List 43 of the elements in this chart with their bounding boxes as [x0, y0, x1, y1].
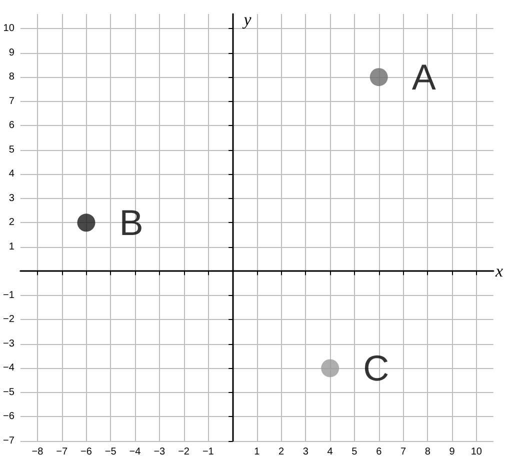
y-tick-label: 10 [3, 23, 15, 34]
y-tick-label: 9 [8, 47, 15, 58]
point [370, 68, 388, 86]
y-tick-label: −1 [2, 290, 15, 301]
x-tick-label: 8 [424, 446, 431, 457]
y-tick-label: 5 [8, 144, 15, 156]
series-label: C [363, 348, 390, 389]
x-tick-label: −4 [129, 446, 142, 457]
x-tick-label: 3 [302, 446, 309, 457]
x-tick-label: −3 [154, 446, 166, 457]
y-tick-label: 1 [8, 241, 15, 252]
x-tick-label: 4 [327, 446, 334, 457]
point [321, 359, 340, 378]
x-tick-label: −5 [104, 446, 117, 457]
x-axis-title: x [494, 262, 504, 281]
x-tick-label: 1 [254, 446, 260, 457]
point [77, 214, 96, 232]
x-tick-label: 5 [352, 446, 358, 457]
y-axis-title: y [242, 10, 252, 29]
y-tick-label: 2 [8, 217, 15, 228]
x-tick-label: 2 [278, 446, 285, 457]
x-tick-label: −6 [80, 446, 92, 457]
x-tick-label: 7 [400, 446, 406, 457]
x-tick-label: 6 [376, 446, 382, 457]
y-tick-label: −5 [2, 386, 15, 398]
series-label: A [412, 56, 436, 98]
y-tick-label: 4 [8, 168, 15, 180]
x-tick-label: −2 [178, 446, 190, 457]
y-tick-label: −6 [2, 411, 15, 422]
y-tick-label: 8 [8, 72, 15, 83]
x-tick-label: 10 [470, 446, 482, 457]
y-tick-label: −2 [2, 314, 15, 326]
y-tick-label: 3 [8, 192, 15, 204]
y-tick-label: −3 [2, 338, 15, 350]
y-tick-label: −4 [2, 362, 15, 374]
x-tick-label: −7 [56, 446, 68, 457]
x-tick-label: −8 [32, 446, 44, 457]
y-tick-label: 6 [8, 120, 15, 132]
y-tick-label: 7 [8, 96, 15, 107]
series-label: B [119, 202, 144, 244]
y-tick-label: −7 [2, 436, 15, 446]
x-tick-label: −1 [202, 446, 214, 457]
x-tick-label: 9 [449, 446, 456, 457]
